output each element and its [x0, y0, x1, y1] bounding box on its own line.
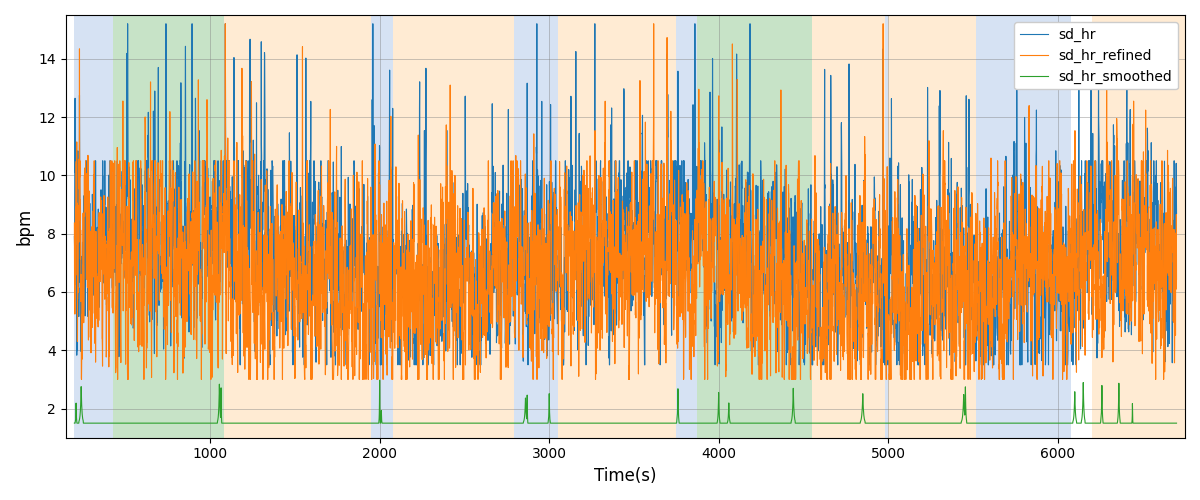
Bar	[113, 15, 223, 438]
sd_hr_refined	[218, 20, 233, 26]
Bar	[888, 15, 977, 438]
Bar	[1092, 15, 1186, 438]
Bar	[697, 15, 732, 438]
sd_hr_smoothed	[1049, 420, 1063, 426]
sd_hr_smoothed	[67, 420, 82, 426]
sd_hr_smoothed	[372, 377, 386, 383]
Bar	[677, 15, 697, 438]
sd_hr_refined	[1130, 245, 1145, 251]
sd_hr_refined	[715, 160, 730, 166]
Bar	[74, 15, 113, 438]
sd_hr_refined	[1169, 276, 1183, 282]
sd_hr_refined	[419, 266, 433, 272]
Bar	[558, 15, 677, 438]
sd_hr	[601, 294, 616, 300]
sd_hr	[715, 230, 730, 236]
Line: sd_hr_refined: sd_hr_refined	[74, 24, 1176, 380]
sd_hr	[1049, 338, 1063, 344]
sd_hr_smoothed	[601, 420, 616, 426]
Bar	[884, 15, 888, 438]
sd_hr_smoothed	[419, 420, 433, 426]
Bar	[514, 15, 527, 438]
sd_hr	[1169, 210, 1183, 216]
sd_hr_refined	[168, 224, 182, 230]
Y-axis label: bpm: bpm	[16, 208, 34, 245]
Bar	[394, 15, 514, 438]
sd_hr	[67, 234, 82, 239]
sd_hr_smoothed	[168, 420, 182, 426]
Line: sd_hr: sd_hr	[74, 24, 1176, 365]
Line: sd_hr_smoothed: sd_hr_smoothed	[74, 380, 1176, 423]
sd_hr	[233, 362, 247, 368]
Bar	[812, 15, 884, 438]
sd_hr_refined	[601, 234, 616, 239]
Bar	[371, 15, 394, 438]
Bar	[732, 15, 812, 438]
X-axis label: Time(s): Time(s)	[594, 467, 656, 485]
sd_hr_smoothed	[1130, 420, 1145, 426]
sd_hr	[1130, 176, 1145, 182]
Bar	[223, 15, 371, 438]
sd_hr_smoothed	[1169, 420, 1183, 426]
sd_hr	[120, 20, 134, 26]
sd_hr	[419, 186, 433, 192]
Bar	[527, 15, 558, 438]
sd_hr_smoothed	[715, 420, 730, 426]
Legend: sd_hr, sd_hr_refined, sd_hr_smoothed: sd_hr, sd_hr_refined, sd_hr_smoothed	[1014, 22, 1178, 90]
Bar	[977, 15, 1072, 438]
sd_hr_refined	[74, 376, 89, 382]
sd_hr	[168, 218, 182, 224]
sd_hr_refined	[67, 220, 82, 226]
sd_hr_refined	[1049, 326, 1063, 332]
